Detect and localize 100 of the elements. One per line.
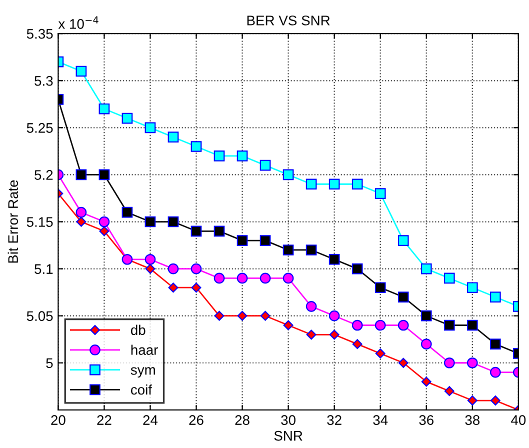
point: [374, 188, 386, 199]
point: [374, 282, 386, 294]
point: [352, 339, 362, 350]
y-tick-label: 5.05: [26, 311, 53, 322]
point: [144, 216, 156, 228]
point: [490, 396, 500, 406]
point: [398, 358, 408, 368]
point: [190, 263, 202, 274]
point: [76, 169, 87, 180]
point: [282, 169, 294, 180]
point: [260, 160, 271, 171]
point: [98, 169, 110, 180]
x-tick-label: 40: [511, 415, 526, 425]
point: [490, 292, 501, 302]
point: [398, 235, 409, 246]
point: [306, 330, 316, 340]
point: [466, 282, 478, 294]
point: [328, 254, 340, 265]
point: [98, 103, 110, 114]
point: [490, 338, 501, 350]
x-tick-label: 34: [373, 415, 388, 425]
point: [420, 338, 432, 350]
point: [191, 282, 202, 293]
point: [260, 272, 271, 284]
point: [444, 272, 455, 284]
point: [375, 348, 386, 358]
x-axis-title: SNR: [274, 430, 302, 441]
x-tick-label: 30: [281, 415, 296, 425]
point: [328, 178, 340, 190]
point: [168, 263, 179, 274]
point: [168, 282, 178, 293]
point: [214, 272, 225, 284]
legend-label: db: [130, 324, 146, 335]
point: [398, 292, 409, 302]
chart-title: BER VS SNR: [247, 16, 330, 26]
x-tick-label: 22: [97, 415, 112, 425]
point: [237, 310, 248, 321]
point: [122, 112, 133, 124]
y-tick-label: 5.2: [34, 170, 53, 180]
point: [420, 310, 432, 322]
point: [122, 206, 133, 218]
y-tick-label: 5.15: [26, 217, 53, 227]
point: [306, 301, 317, 312]
point: [282, 244, 294, 256]
point: [76, 66, 87, 77]
point: [329, 330, 340, 340]
y-tick-label: 5: [46, 358, 53, 368]
point: [190, 226, 202, 237]
legend-label: coif: [131, 384, 152, 395]
point: [260, 235, 271, 246]
point: [168, 216, 179, 228]
x-tick-label: 32: [327, 415, 342, 425]
point: [76, 206, 87, 218]
point: [306, 244, 317, 256]
text: x 10$^{−4}$: [58, 16, 98, 29]
point: [466, 357, 478, 368]
legend-label: sym: [130, 367, 155, 378]
y-tick-label: 5.25: [26, 123, 53, 133]
legend-label: haar: [131, 344, 158, 355]
point: [168, 132, 179, 143]
point: [283, 320, 294, 330]
point: [76, 216, 86, 227]
point: [236, 150, 248, 162]
point: [352, 320, 363, 331]
x-tick-label: 28: [235, 415, 250, 425]
point: [236, 272, 248, 284]
point: [490, 366, 501, 378]
point: [398, 320, 409, 331]
point: [420, 263, 432, 274]
point: [145, 264, 156, 274]
point: [214, 226, 225, 237]
y-tick-label: 5.3: [34, 76, 53, 86]
point: [236, 235, 248, 246]
point: [144, 254, 156, 265]
y-tick-label: 5.35: [26, 28, 53, 39]
y-tick-label: 5.1: [34, 264, 53, 274]
point: [444, 386, 454, 396]
x-tick-label: 24: [143, 415, 158, 425]
point: [352, 263, 363, 274]
point: [214, 310, 224, 321]
point: [421, 376, 432, 387]
point: [444, 357, 455, 368]
y-axis-title: Bit Error Rate: [8, 180, 18, 263]
point: [282, 272, 294, 284]
x-tick-label: 36: [419, 415, 434, 425]
point: [306, 178, 317, 190]
point: [374, 320, 386, 331]
x-tick-label: 20: [51, 415, 66, 425]
point: [328, 310, 340, 322]
x-tick-label: 38: [465, 415, 480, 425]
point: [98, 216, 110, 228]
point: [99, 226, 110, 236]
point: [352, 178, 363, 190]
x-tick-label: 26: [189, 415, 204, 425]
point: [214, 150, 225, 162]
point: [190, 141, 202, 152]
point: [144, 122, 156, 134]
point: [466, 320, 478, 331]
point: [260, 310, 270, 321]
point: [467, 396, 478, 406]
